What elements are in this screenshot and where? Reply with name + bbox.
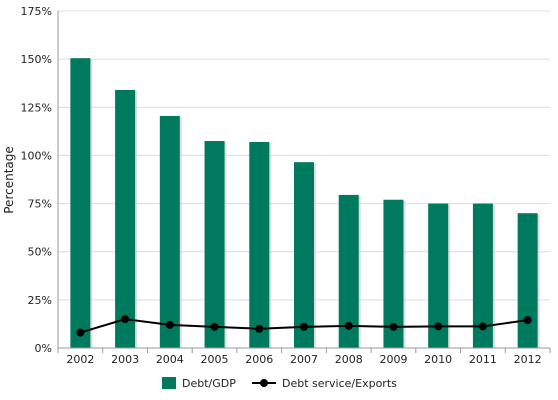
legend-marker	[260, 379, 268, 387]
x-tick-label: 2002	[66, 353, 94, 366]
bar	[249, 141, 270, 348]
bar	[338, 194, 359, 348]
y-tick-label: 150%	[21, 53, 52, 66]
x-tick-label: 2007	[290, 353, 318, 366]
bar	[159, 115, 180, 348]
bar	[383, 199, 404, 348]
y-tick-label: 0%	[35, 342, 52, 355]
line-point	[165, 320, 174, 329]
x-tick-label: 2004	[156, 353, 184, 366]
line-point	[344, 321, 353, 330]
bar	[428, 203, 449, 348]
x-tick-label: 2003	[111, 353, 139, 366]
y-tick-label: 175%	[21, 5, 52, 18]
x-tick-label: 2011	[469, 353, 497, 366]
x-tick-label: 2008	[335, 353, 363, 366]
line-point	[434, 322, 443, 331]
legend: Debt/GDP Debt service/Exports	[162, 377, 397, 390]
bar	[115, 89, 136, 348]
legend-label-bar: Debt/GDP	[182, 377, 236, 390]
axes: 0% 25% 50% 75% 100% 125% 150% 175% 2002 2003 2004 2…	[21, 5, 551, 366]
line-point	[523, 316, 532, 325]
bar	[517, 213, 538, 348]
bar	[204, 140, 225, 348]
y-tick-label: 75%	[28, 198, 52, 211]
line-point	[255, 324, 264, 333]
line-point	[121, 315, 130, 324]
x-tick-label: 2006	[245, 353, 273, 366]
y-tick-label: 125%	[21, 101, 52, 114]
y-tick-label: 25%	[28, 294, 52, 307]
line-point	[210, 322, 219, 331]
bar	[70, 58, 91, 349]
line-series	[76, 315, 532, 337]
y-tick-label: 100%	[21, 149, 52, 162]
line-point	[76, 328, 85, 337]
line-point	[478, 322, 487, 331]
line-point	[300, 322, 308, 331]
legend-swatch-bar	[162, 377, 176, 389]
x-tick-label: 2010	[424, 353, 452, 366]
bar	[472, 203, 493, 348]
y-axis-title: Percentage	[2, 146, 16, 214]
y-tick-label: 50%	[28, 246, 52, 259]
x-tick-label: 2009	[379, 353, 407, 366]
line-point	[389, 322, 398, 331]
bar-series	[70, 58, 540, 349]
x-tick-label: 2005	[201, 353, 229, 366]
x-tick-label: 2012	[514, 353, 542, 366]
legend-label-line: Debt service/Exports	[282, 377, 397, 390]
bar	[294, 162, 314, 348]
